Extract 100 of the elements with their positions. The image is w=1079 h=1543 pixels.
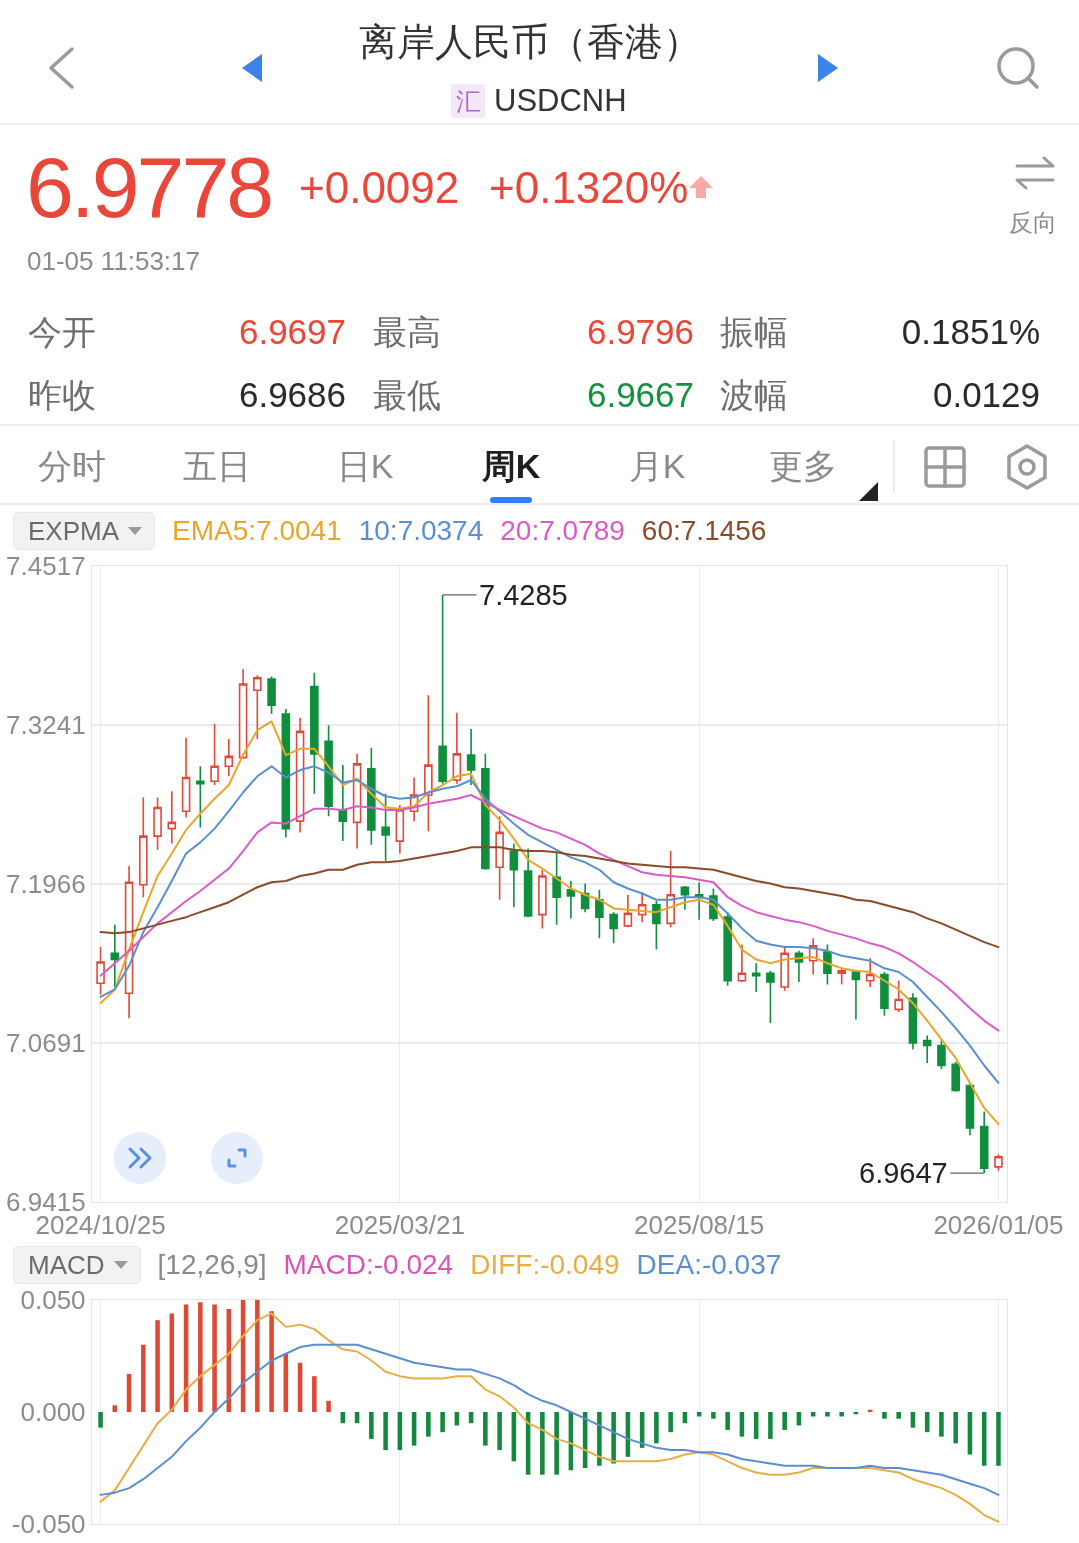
candlestick	[495, 815, 504, 901]
x-tick-label: 2025/03/21	[334, 1210, 465, 1241]
candlestick	[466, 728, 476, 786]
line-series	[99, 846, 1000, 949]
candlestick	[880, 971, 889, 1017]
x-tick-label: 2025/08/15	[634, 1210, 765, 1241]
dropdown-box: EXPMA	[13, 512, 156, 550]
bar	[312, 1376, 317, 1412]
text: 最低	[373, 374, 441, 416]
bar	[141, 1344, 146, 1412]
candlestick	[324, 724, 333, 817]
candlestick	[153, 796, 162, 851]
candlestick	[452, 711, 462, 785]
candlestick	[780, 945, 789, 992]
text: 6.9796	[586, 311, 694, 353]
text: MACD:-0.024	[283, 1249, 454, 1281]
text: 6.9778	[26, 138, 272, 238]
text: 10:7.0374	[358, 515, 484, 547]
candlestick	[823, 943, 832, 986]
annotation: 6.9647	[859, 1157, 948, 1189]
line-series	[99, 793, 1000, 1032]
bar	[896, 1412, 901, 1419]
candlestick	[110, 923, 120, 988]
text: 最高	[373, 311, 441, 353]
text: 0.1851%	[901, 311, 1040, 353]
text: 6.9697	[238, 311, 346, 353]
candlestick	[937, 1039, 946, 1071]
y-tick-label: 0.000	[20, 1397, 86, 1428]
y-tick-label: 0.050	[20, 1285, 86, 1316]
candlestick	[652, 900, 661, 951]
candlestick	[424, 694, 433, 832]
text: 昨收	[28, 374, 96, 416]
candlestick	[538, 868, 547, 930]
candlestick	[267, 675, 276, 715]
text: USDCNH	[494, 82, 627, 120]
candlestick	[523, 847, 533, 918]
bar	[198, 1302, 203, 1412]
candlestick	[438, 594, 447, 785]
bar	[782, 1412, 787, 1430]
candlestick	[894, 979, 903, 1013]
candlestick	[566, 880, 576, 920]
text: [12,26,9]	[157, 1249, 267, 1281]
text: 分时	[37, 445, 107, 487]
line-series	[99, 765, 1000, 1084]
candlestick	[766, 969, 775, 1024]
legend-title: MACD	[28, 1249, 105, 1281]
candlestick	[381, 792, 390, 862]
candlestick	[253, 674, 262, 740]
bar	[768, 1412, 773, 1439]
annotation: 7.4285	[479, 579, 568, 611]
bar	[953, 1412, 958, 1444]
x-tick-label: 2024/10/25	[35, 1210, 166, 1241]
candlestick	[238, 668, 248, 760]
candlestick	[951, 1060, 960, 1093]
candlestick	[623, 893, 633, 928]
text: 60:7.1456	[641, 515, 767, 547]
bar	[554, 1412, 559, 1475]
candlestick	[994, 1153, 1003, 1172]
text: 6.9686	[238, 374, 346, 416]
bar	[996, 1412, 1001, 1466]
bar	[497, 1412, 502, 1451]
text: 五日	[182, 445, 252, 487]
bar	[597, 1412, 602, 1466]
bar	[825, 1412, 830, 1417]
text: 波幅	[720, 374, 788, 416]
candlestick	[965, 1083, 975, 1137]
x-tick-label: 2026/01/05	[933, 1210, 1064, 1241]
candlestick	[922, 1034, 932, 1064]
text: 01-05 11:53:17	[27, 246, 200, 278]
text: 日K	[335, 445, 395, 487]
candlestick	[694, 881, 704, 921]
bar	[212, 1304, 217, 1412]
text: 反向	[1009, 208, 1057, 238]
bar	[611, 1412, 616, 1464]
line-series	[99, 720, 1000, 1126]
text: DIFF:-0.049	[470, 1249, 620, 1281]
candlestick	[167, 790, 177, 845]
line-series	[99, 1343, 1000, 1496]
candlestick	[837, 967, 846, 986]
candlestick	[352, 753, 362, 850]
candlestick	[509, 842, 519, 908]
candlestick	[210, 723, 219, 786]
candlestick	[851, 969, 861, 1021]
candlestick	[979, 1110, 989, 1174]
line-series	[99, 1312, 1000, 1523]
bar	[326, 1400, 331, 1412]
legend-title: EXPMA	[28, 515, 120, 547]
bar	[725, 1412, 730, 1430]
text: 6.9667	[586, 374, 694, 416]
bar	[483, 1412, 488, 1446]
y-tick-label: 7.0691	[6, 1028, 86, 1059]
candlestick	[196, 765, 205, 829]
candlestick	[395, 804, 405, 855]
bar	[98, 1412, 103, 1428]
candlestick	[552, 851, 561, 926]
bar	[255, 1300, 260, 1412]
dropdown-box: MACD	[13, 1246, 141, 1284]
bar	[540, 1412, 545, 1475]
candlestick	[666, 850, 675, 928]
text: 振幅	[720, 311, 788, 353]
